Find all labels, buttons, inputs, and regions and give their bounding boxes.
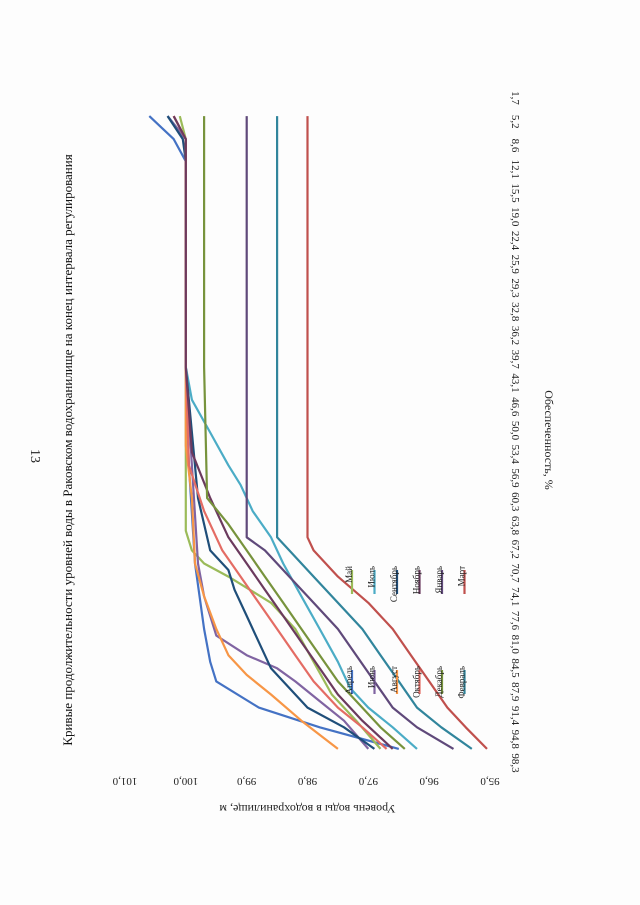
y-tick-label: 100,0 — [173, 775, 198, 787]
x-tick-label: 60,3 — [509, 492, 521, 512]
x-tick-label: 22,4 — [509, 231, 521, 251]
legend-label: Октябрь — [412, 666, 422, 698]
legend-label: Июль — [367, 566, 377, 588]
y-tick-label: 99,0 — [237, 775, 257, 787]
x-tick-label: 56,9 — [509, 468, 521, 488]
x-tick-label: 63,8 — [509, 516, 521, 536]
x-tick-label: 19,0 — [509, 207, 521, 227]
x-tick-label: 46,6 — [509, 397, 521, 417]
legend-label: Март — [457, 566, 467, 586]
legend-label: Февраль — [457, 666, 467, 699]
x-tick-label: 81,0 — [509, 635, 521, 655]
legend: Апрель Май Июнь Июль Август Сентябрь Октябрь Но… — [344, 566, 467, 699]
x-tick-label: 8,6 — [509, 139, 521, 153]
series-line-Сентябрь — [166, 115, 376, 750]
legend-label: Май — [344, 566, 354, 583]
x-tick-label: 1,7 — [509, 91, 521, 105]
x-tick-label: 32,8 — [509, 302, 521, 322]
y-tick-label: 95,0 — [480, 775, 500, 787]
x-tick-label: 15,5 — [509, 183, 521, 203]
legend-label: Август — [389, 666, 399, 693]
legend-label: Сентябрь — [389, 566, 399, 602]
series-line-Декабрь — [203, 116, 406, 750]
x-tick-label: 36,2 — [509, 326, 521, 345]
y-axis-title: Уровень воды в водохранилище, м — [219, 802, 396, 816]
y-tick-label: 101,0 — [112, 775, 137, 787]
y-tick-label: 96,0 — [419, 775, 439, 787]
x-tick-label: 67,2 — [509, 540, 521, 559]
x-tick-label: 77,6 — [509, 611, 521, 631]
legend-label: Ноябрь — [412, 566, 422, 594]
x-tick-label: 12,1 — [509, 160, 521, 179]
x-tick-label: 91,4 — [509, 706, 521, 726]
x-tick-label: 74,1 — [509, 587, 521, 606]
x-tick-label: 25,9 — [509, 255, 521, 275]
series-line-Февраль — [276, 116, 473, 750]
series-line-Июнь — [166, 115, 370, 750]
legend-label: Январь — [434, 566, 444, 594]
series-line-Март — [306, 116, 488, 750]
x-tick-label: 29,3 — [509, 278, 521, 298]
x-tick-label: 53,4 — [509, 445, 521, 465]
chart-title: Кривые продолжительности уровней воды в … — [60, 154, 75, 745]
x-tick-label: 43,1 — [509, 373, 521, 392]
x-tick-label: 84,5 — [509, 658, 521, 678]
legend-label: Июнь — [367, 666, 377, 688]
x-tick-label: 87,9 — [509, 682, 521, 702]
x-tick-label: 98,3 — [509, 753, 521, 773]
x-tick-label: 5,2 — [509, 115, 521, 129]
legend-label: Апрель — [344, 666, 354, 694]
x-tick-label: 39,7 — [509, 350, 521, 370]
y-tick-label: 98,0 — [297, 775, 317, 787]
series-line-Апрель — [148, 115, 400, 750]
y-tick-label: 97,0 — [358, 775, 378, 787]
plot-area: Кривые продолжительности уровней воды в … — [60, 91, 556, 816]
legend-label: Декабрь — [434, 666, 444, 698]
x-axis-title: Обеспеченность, % — [542, 390, 556, 490]
series-line-Август — [172, 115, 339, 750]
x-tick-label: 50,0 — [509, 421, 521, 441]
x-tick-label: 94,8 — [509, 730, 521, 750]
series-line-Ноябрь — [172, 115, 394, 750]
x-tick-label: 70,7 — [509, 563, 521, 583]
series-line-Январь — [245, 116, 455, 750]
